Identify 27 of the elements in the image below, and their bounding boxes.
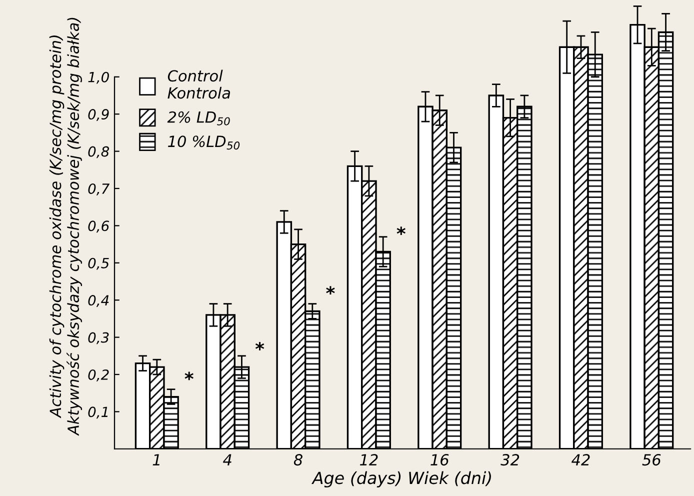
annotation: * — [396, 226, 406, 236]
x-tick-label: 32 — [500, 454, 520, 466]
y-tick-label: 1,0 — [88, 72, 109, 84]
x-tick-label: 8 — [294, 454, 302, 466]
x-tick-label: 1 — [152, 454, 160, 466]
y-tick-label: 0,9 — [88, 109, 109, 121]
y-tick-label: 0,1 — [88, 406, 108, 419]
y-tick-label: 0,2 — [88, 369, 109, 382]
annotation: * — [326, 286, 335, 295]
x-tick-label: 12 — [360, 454, 378, 466]
annotation: * — [184, 372, 194, 380]
legend-label: 10 %LD$_{50}$ — [168, 136, 240, 150]
legend-label: 2% LD$_{50}$ — [167, 111, 230, 126]
y-tick-label: 0,4 — [88, 295, 109, 307]
legend-label: Control Kontrola — [168, 70, 230, 99]
x-tick-label: 16 — [430, 454, 449, 466]
y-tick-label: 0,7 — [88, 183, 110, 196]
annotation: * — [255, 342, 264, 350]
y-axis-title: Activity of cytochrome oxidase (K/sec/mg protein) Aktywność oksydazy cytochromowej (K/sek/mg białka) — [49, 18, 82, 436]
y-tick-label: 0,3 — [88, 332, 109, 344]
x-tick-label: 42 — [572, 454, 590, 466]
y-tick-label: 0,8 — [88, 146, 110, 158]
x-axis-title: Age (days) Wiek (dni) — [312, 471, 491, 488]
x-tick-label: 4 — [223, 454, 232, 466]
y-tick-label: 0,5 — [88, 258, 109, 270]
y-tick-label: 0,6 — [88, 220, 110, 233]
x-tick-label: 56 — [642, 454, 661, 466]
